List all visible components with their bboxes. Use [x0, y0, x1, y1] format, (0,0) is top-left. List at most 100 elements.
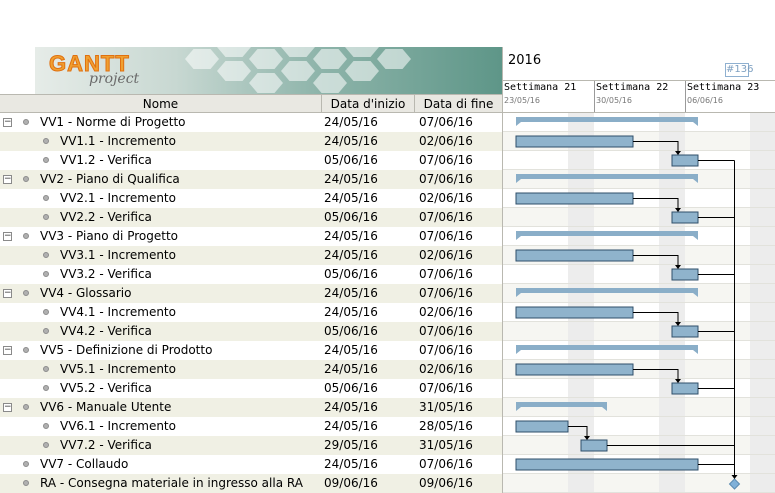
task-row[interactable]: VV3.2 - Verifica 05/06/16 07/06/16 — [0, 265, 502, 284]
dependency-line — [633, 369, 679, 380]
task-bullet-icon — [23, 480, 29, 486]
task-bullet-icon — [43, 423, 49, 429]
summary-bar-right-cap — [602, 407, 607, 411]
task-end-date: 07/06/16 — [419, 267, 473, 281]
summary-bar — [516, 345, 698, 350]
task-start-date: 24/05/16 — [324, 362, 378, 376]
task-row[interactable]: − VV2 - Piano di Qualifica 24/05/16 07/06/1… — [0, 170, 502, 189]
task-name: VV6.1 - Incremento — [60, 419, 176, 433]
task-end-date: 07/06/16 — [419, 115, 473, 129]
task-name: VV5.2 - Verifica — [60, 381, 152, 395]
dependency-arrowhead — [675, 322, 681, 326]
dependency-line — [568, 426, 588, 437]
task-end-date: 31/05/16 — [419, 400, 473, 414]
collapse-toggle-icon[interactable]: − — [3, 402, 12, 412]
collapse-toggle-icon[interactable]: − — [3, 288, 12, 298]
task-row[interactable]: VV7.2 - Verifica 29/05/16 31/05/16 — [0, 436, 502, 455]
week-date: 30/05/16 — [596, 96, 632, 105]
summary-bar-left-cap — [516, 407, 521, 411]
task-end-date: 09/06/16 — [419, 476, 473, 490]
task-row[interactable]: − VV1 - Norme di Progetto 24/05/16 07/06/16 — [0, 113, 502, 132]
task-end-date: 07/06/16 — [419, 210, 473, 224]
summary-bar-right-cap — [693, 293, 698, 297]
task-row[interactable]: VV3.1 - Incremento 24/05/16 02/06/16 — [0, 246, 502, 265]
task-row[interactable]: VV5.1 - Incremento 24/05/16 02/06/16 — [0, 360, 502, 379]
task-start-date: 05/06/16 — [324, 267, 378, 281]
task-row[interactable]: − VV3 - Piano di Progetto 24/05/16 07/06/16 — [0, 227, 502, 246]
task-bullet-icon — [43, 157, 49, 163]
task-bullet-icon — [43, 366, 49, 372]
task-row[interactable]: − VV4 - Glossario 24/05/16 07/06/16 — [0, 284, 502, 303]
task-bullet-icon — [23, 347, 29, 353]
task-name: VV1 - Norme di Progetto — [40, 115, 186, 129]
page-indicator[interactable]: #136 — [725, 63, 754, 77]
task-row[interactable]: VV1.1 - Incremento 24/05/16 02/06/16 — [0, 132, 502, 151]
task-row[interactable]: VV7 - Collaudo 24/05/16 07/06/16 — [0, 455, 502, 474]
dependency-line — [633, 255, 679, 266]
dependency-arrowhead — [584, 436, 590, 440]
task-row[interactable]: VV2.1 - Incremento 24/05/16 02/06/16 — [0, 189, 502, 208]
task-name: VV4.1 - Incremento — [60, 305, 176, 319]
task-end-date: 02/06/16 — [419, 191, 473, 205]
column-name-header[interactable]: Nome — [0, 95, 322, 113]
task-start-date: 05/06/16 — [324, 210, 378, 224]
task-bullet-icon — [43, 309, 49, 315]
task-bullet-icon — [43, 138, 49, 144]
task-name: VV7.2 - Verifica — [60, 438, 152, 452]
task-end-date: 07/06/16 — [419, 324, 473, 338]
task-bar — [671, 382, 699, 395]
task-end-date: 02/06/16 — [419, 248, 473, 262]
task-row[interactable]: VV6.1 - Incremento 24/05/16 28/05/16 — [0, 417, 502, 436]
task-end-date: 07/06/16 — [419, 229, 473, 243]
collapse-toggle-icon[interactable]: − — [3, 231, 12, 241]
task-bullet-icon — [43, 328, 49, 334]
logo-banner: GANTT project — [35, 47, 502, 94]
dependency-arrowhead — [675, 379, 681, 383]
task-row[interactable]: RA - Consegna materiale in ingresso alla… — [0, 474, 502, 493]
week-label: Settimana 22 — [596, 82, 669, 93]
task-row[interactable]: VV4.1 - Incremento 24/05/16 02/06/16 — [0, 303, 502, 322]
task-start-date: 24/05/16 — [324, 419, 378, 433]
task-end-date: 02/06/16 — [419, 305, 473, 319]
task-start-date: 24/05/16 — [324, 457, 378, 471]
task-bar — [515, 192, 634, 205]
collapse-toggle-icon[interactable]: − — [3, 117, 12, 127]
summary-bar-left-cap — [516, 179, 521, 183]
task-start-date: 05/06/16 — [324, 153, 378, 167]
task-end-date: 07/06/16 — [419, 286, 473, 300]
task-name: VV3 - Piano di Progetto — [40, 229, 178, 243]
year-label: 2016 — [508, 53, 542, 68]
task-row[interactable]: VV4.2 - Verifica 05/06/16 07/06/16 — [0, 322, 502, 341]
column-header: Nome Data d'inizio Data di fine — [0, 94, 502, 113]
task-name: VV7 - Collaudo — [40, 457, 129, 471]
summary-bar-left-cap — [516, 122, 521, 126]
task-row[interactable]: VV5.2 - Verifica 05/06/16 07/06/16 — [0, 379, 502, 398]
column-start-header[interactable]: Data d'inizio — [322, 95, 415, 113]
collapse-toggle-icon[interactable]: − — [3, 174, 12, 184]
summary-bar-right-cap — [693, 122, 698, 126]
task-end-date: 28/05/16 — [419, 419, 473, 433]
task-rows: − VV1 - Norme di Progetto 24/05/16 07/06/16… — [0, 113, 502, 493]
task-row[interactable]: VV2.2 - Verifica 05/06/16 07/06/16 — [0, 208, 502, 227]
task-bar — [671, 325, 699, 338]
task-row[interactable]: VV1.2 - Verifica 05/06/16 07/06/16 — [0, 151, 502, 170]
task-end-date: 31/05/16 — [419, 438, 473, 452]
summary-bar-right-cap — [693, 179, 698, 183]
dependency-arrowhead — [675, 265, 681, 269]
summary-bar-right-cap — [693, 236, 698, 240]
week-column-header: Settimana 23 06/06/16 — [685, 81, 775, 112]
task-bar — [515, 458, 699, 471]
column-end-header[interactable]: Data di fine — [423, 97, 494, 111]
task-bullet-icon — [23, 461, 29, 467]
task-end-date: 07/06/16 — [419, 172, 473, 186]
collapse-toggle-icon[interactable]: − — [3, 345, 12, 355]
summary-bar — [516, 402, 607, 407]
task-bullet-icon — [23, 119, 29, 125]
task-start-date: 24/05/16 — [324, 305, 378, 319]
task-start-date: 05/06/16 — [324, 324, 378, 338]
task-row[interactable]: − VV5 - Definizione di Prodotto 24/05/16 07… — [0, 341, 502, 360]
task-row[interactable]: − VV6 - Manuale Utente 24/05/16 31/05/16 — [0, 398, 502, 417]
task-end-date: 07/06/16 — [419, 381, 473, 395]
task-end-date: 02/06/16 — [419, 134, 473, 148]
task-bullet-icon — [43, 252, 49, 258]
